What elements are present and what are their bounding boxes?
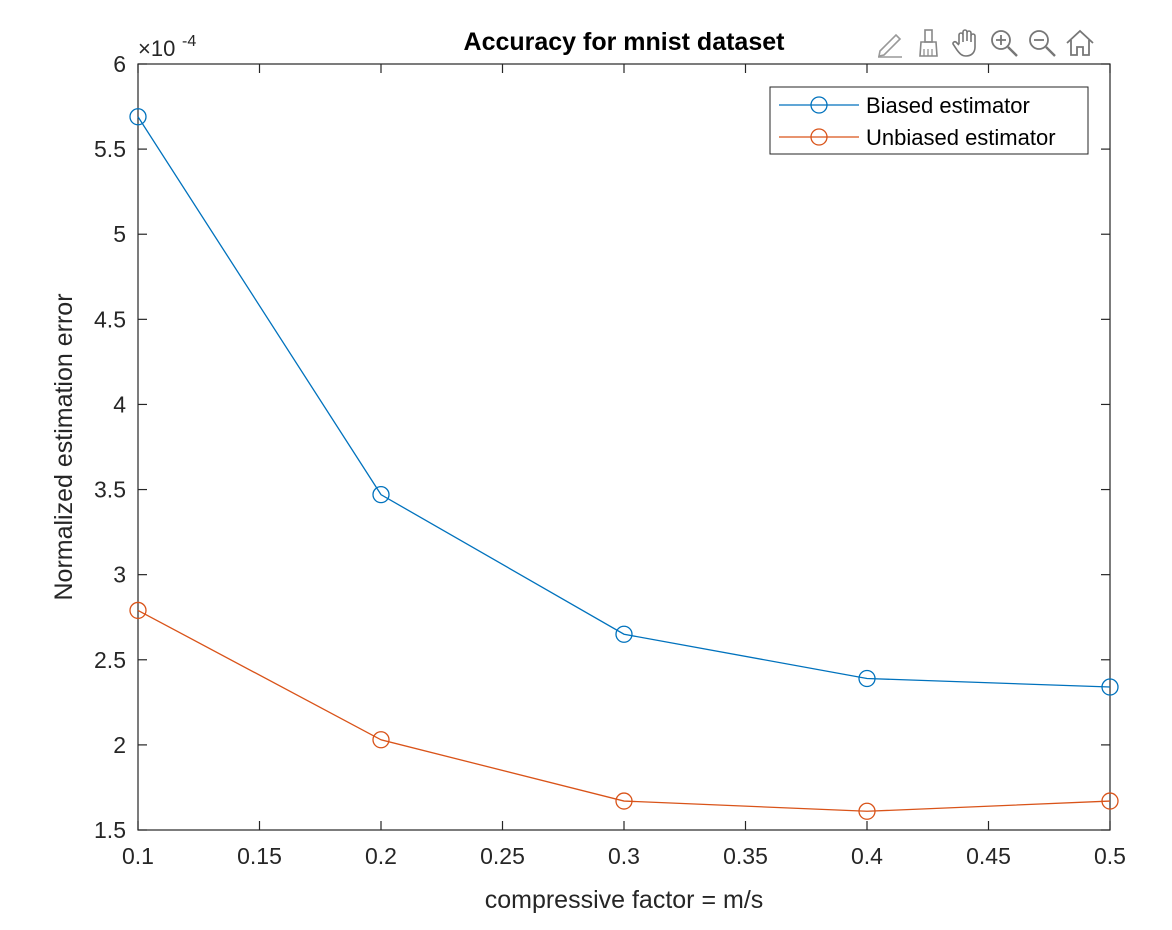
axes-box bbox=[137, 63, 1111, 831]
x-tick-label: 0.2 bbox=[365, 843, 397, 869]
y-tick-label: 6 bbox=[113, 51, 126, 77]
legend: Biased estimator Unbiased estimator bbox=[769, 86, 1089, 155]
y-tick-label: 2 bbox=[113, 732, 126, 758]
y-tick-label: 4 bbox=[113, 391, 126, 417]
zoom-in-button[interactable] bbox=[986, 24, 1022, 62]
brush-icon bbox=[919, 29, 938, 57]
edit-data-tip-icon bbox=[877, 33, 902, 58]
zoom-out-icon bbox=[1029, 30, 1056, 57]
y-exponent-base: ×10 bbox=[138, 36, 175, 61]
x-tick-label: 0.5 bbox=[1094, 843, 1126, 869]
figure-toolbar bbox=[872, 24, 1098, 64]
y-exponent-label: ×10 -4 bbox=[138, 33, 196, 61]
y-tick-label: 3.5 bbox=[94, 477, 126, 503]
legend-marker-1 bbox=[810, 128, 828, 146]
x-tick-label: 0.4 bbox=[851, 843, 883, 869]
x-axis-title: compressive factor = m/s bbox=[485, 886, 764, 914]
y-tick-label: 5 bbox=[113, 221, 126, 247]
y-axis-title: Normalized estimation error bbox=[50, 293, 78, 600]
x-tick-label: 0.15 bbox=[237, 843, 282, 869]
y-tick-label: 5.5 bbox=[94, 136, 126, 162]
data-point-1 bbox=[615, 792, 633, 810]
y-axis-ticks: 1.5 2 2.5 3 3.5 4 4.5 5 5.5 6 bbox=[94, 51, 1110, 843]
series-line-1 bbox=[137, 609, 1111, 812]
chart-title: Accuracy for mnist dataset bbox=[464, 28, 786, 56]
data-point-0 bbox=[858, 669, 876, 688]
data-point-1 bbox=[858, 802, 876, 820]
legend-entry-1: Unbiased estimator bbox=[779, 125, 1056, 150]
y-tick-label: 3 bbox=[113, 562, 126, 588]
series-line-0 bbox=[137, 116, 1111, 688]
legend-entry-0: Biased estimator bbox=[779, 93, 1030, 118]
x-tick-label: 0.45 bbox=[966, 843, 1011, 869]
data-point-0 bbox=[129, 108, 147, 126]
y-tick-label: 2.5 bbox=[94, 647, 126, 673]
plot-area bbox=[137, 63, 1111, 831]
legend-marker-0 bbox=[810, 96, 828, 114]
pan-hand-icon bbox=[952, 29, 976, 57]
zoom-out-button[interactable] bbox=[1024, 24, 1060, 62]
y-tick-label: 1.5 bbox=[94, 817, 126, 843]
data-point-0 bbox=[372, 486, 390, 504]
home-icon bbox=[1066, 29, 1094, 56]
home-button[interactable] bbox=[1062, 24, 1098, 62]
x-tick-label: 0.35 bbox=[723, 843, 768, 869]
data-point-0 bbox=[615, 625, 633, 643]
y-exponent-power: -4 bbox=[182, 33, 196, 50]
series-layer bbox=[129, 108, 1119, 820]
zoom-in-icon bbox=[991, 30, 1018, 57]
data-point-1 bbox=[1101, 792, 1119, 810]
data-point-0 bbox=[1101, 678, 1119, 696]
edit-data-tip-button[interactable] bbox=[872, 24, 908, 62]
brush-button[interactable] bbox=[910, 24, 946, 62]
x-tick-label: 0.1 bbox=[122, 843, 154, 869]
x-tick-label: 0.3 bbox=[608, 843, 640, 869]
data-point-1 bbox=[372, 731, 390, 749]
x-axis-ticks: 0.1 0.15 0.2 0.25 0.3 0.35 0.4 0.45 0.5 bbox=[122, 64, 1126, 869]
data-point-1 bbox=[129, 601, 147, 620]
legend-label-1: Unbiased estimator bbox=[866, 125, 1056, 150]
legend-label-0: Biased estimator bbox=[866, 93, 1030, 118]
x-tick-label: 0.25 bbox=[480, 843, 525, 869]
y-tick-label: 4.5 bbox=[94, 306, 126, 332]
pan-button[interactable] bbox=[948, 24, 984, 62]
